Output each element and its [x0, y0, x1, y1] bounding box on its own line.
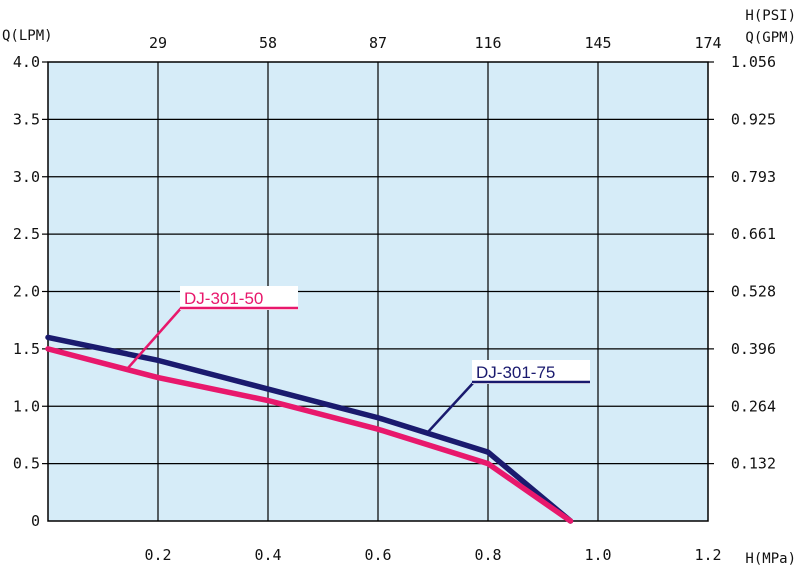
data-point-dj-301-75-2 — [265, 386, 271, 392]
x2-tick-label-1: 58 — [259, 34, 277, 52]
data-point-dj-301-50-4 — [485, 461, 491, 467]
x-tick-label-2: 0.6 — [364, 546, 391, 564]
x2-tick-label-4: 145 — [584, 34, 611, 52]
x-tick-label-5: 1.2 — [694, 546, 721, 564]
x2-tick-label-0: 29 — [149, 34, 167, 52]
y2-tick-label-5: 0.793 — [731, 168, 776, 186]
y-tick-label-6: 3.0 — [13, 168, 40, 186]
data-point-dj-301-75-4 — [485, 449, 491, 455]
leader-line-dj-301-75 — [427, 381, 475, 433]
data-point-dj-301-75-3 — [375, 415, 381, 421]
x-tick-label-0: 0.2 — [144, 546, 171, 564]
grid — [42, 61, 714, 521]
y-tick-label-8: 4.0 — [13, 53, 40, 71]
y2-tick-label-0: 0.132 — [731, 455, 776, 473]
y-axis-label: Q(LPM) — [2, 28, 53, 44]
y-tick-label-2: 1.0 — [13, 397, 40, 415]
x2-tick-label-2: 87 — [369, 34, 387, 52]
y-tick-label-0: 0 — [31, 512, 40, 530]
data-point-dj-301-50-0 — [45, 346, 51, 352]
data-point-dj-301-50-3 — [375, 426, 381, 432]
data-point-dj-301-75-0 — [45, 334, 51, 340]
y-tick-label-3: 1.5 — [13, 340, 40, 358]
x-tick-label-4: 1.0 — [584, 546, 611, 564]
series-line-dj-301-50 — [45, 346, 574, 524]
y2-tick-label-1: 0.264 — [731, 397, 776, 415]
y2-tick-label-7: 1.056 — [731, 53, 776, 71]
y-tick-label-7: 3.5 — [13, 110, 40, 128]
callout-box-dj-301-50 — [180, 286, 298, 310]
y-tick-label-4: 2.0 — [13, 283, 40, 301]
x2-axis-label: H(PSI) — [745, 8, 796, 24]
data-point-dj-301-50-1 — [155, 375, 161, 381]
data-point-dj-301-50-2 — [265, 398, 271, 404]
data-point-dj-301-50-5 — [568, 518, 573, 524]
callout-box-dj-301-75 — [472, 360, 590, 384]
y2-tick-label-4: 0.661 — [731, 225, 776, 243]
y2-tick-label-6: 0.925 — [731, 110, 776, 128]
leader-line-dj-301-50 — [127, 306, 183, 369]
series-label-dj-301-50: DJ-301-50 — [184, 289, 263, 308]
x-axis-label: H(MPa) — [745, 551, 796, 567]
x2-tick-label-3: 116 — [474, 34, 501, 52]
x2-tick-label-5: 174 — [694, 34, 721, 52]
y-tick-label-1: 0.5 — [13, 455, 40, 473]
y2-axis-label: Q(GPM) — [745, 30, 796, 46]
series-label-dj-301-75: DJ-301-75 — [476, 363, 555, 382]
x-tick-label-1: 0.4 — [254, 546, 281, 564]
y2-tick-label-2: 0.396 — [731, 340, 776, 358]
y-tick-label-5: 2.5 — [13, 225, 40, 243]
x-tick-label-3: 0.8 — [474, 546, 501, 564]
data-point-dj-301-75-1 — [155, 357, 161, 363]
tick-labels: 0 0.5 1.0 1.5 2.0 2.5 3.0 3.5 4.0 0.2 0.4 0.6 0.8 1.0… — [13, 34, 776, 564]
y2-tick-label-3: 0.528 — [731, 283, 776, 301]
